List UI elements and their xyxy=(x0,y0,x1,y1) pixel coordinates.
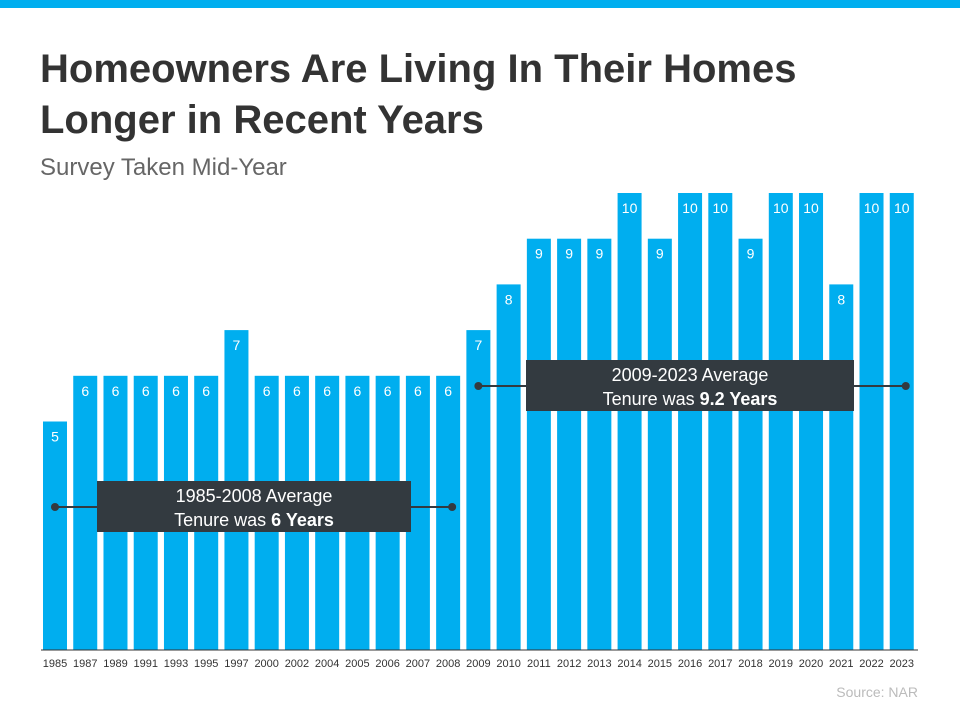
annotation-text-part: Tenure was xyxy=(603,389,695,409)
annotation-box xyxy=(97,481,411,532)
x-tick-label: 2011 xyxy=(527,658,551,670)
bar xyxy=(557,238,582,650)
bar xyxy=(889,193,914,650)
source: Source: NAR xyxy=(836,684,918,700)
x-tick-label: 2000 xyxy=(254,658,278,670)
x-tick-label: 1987 xyxy=(73,658,97,670)
x-tick-label: 2010 xyxy=(496,658,520,670)
bar xyxy=(647,238,672,650)
annotation-text: 2009-2023 Average xyxy=(612,365,769,385)
bar xyxy=(678,193,703,650)
value-label: 9 xyxy=(747,246,755,262)
x-tick-label: 2008 xyxy=(436,658,460,670)
x-tick-label: 1985 xyxy=(43,658,67,670)
x-tick-label: 2007 xyxy=(406,658,430,670)
annotation-text-part: Tenure was xyxy=(174,510,266,530)
value-label: 10 xyxy=(773,200,789,216)
average-dot xyxy=(448,503,457,511)
average-dot xyxy=(901,382,910,390)
annotation-box xyxy=(526,360,854,411)
x-tick-label: 2021 xyxy=(829,658,853,670)
bar xyxy=(466,330,491,650)
bar xyxy=(526,238,551,650)
bar xyxy=(799,193,824,650)
x-tick-label: 1995 xyxy=(194,658,218,670)
annotation-text-bold: 6 Years xyxy=(271,510,334,530)
x-tick-label: 2023 xyxy=(890,658,914,670)
x-tick-label: 2014 xyxy=(617,658,641,670)
bar xyxy=(768,193,793,650)
value-label: 6 xyxy=(354,383,362,399)
value-label: 6 xyxy=(81,383,89,399)
value-label: 10 xyxy=(622,200,638,216)
value-label: 7 xyxy=(233,337,241,353)
bar xyxy=(436,375,461,650)
x-tick-label: 1997 xyxy=(224,658,248,670)
x-tick-label: 2017 xyxy=(708,658,732,670)
x-tick-label: 2022 xyxy=(859,658,883,670)
value-label: 8 xyxy=(837,291,845,307)
bar xyxy=(73,375,98,650)
x-tick-label: 2005 xyxy=(345,658,369,670)
bar xyxy=(617,193,642,650)
top-strip xyxy=(0,0,960,8)
bar xyxy=(496,284,521,650)
annotation-text: Tenure was 6 Years xyxy=(174,510,334,530)
value-label: 9 xyxy=(656,246,664,262)
bar xyxy=(738,238,763,650)
average-dot xyxy=(474,382,483,390)
value-label: 6 xyxy=(172,383,180,399)
x-tick-label: 2012 xyxy=(557,658,581,670)
x-tick-label: 1993 xyxy=(164,658,188,670)
average-dot xyxy=(51,503,59,511)
x-tick-label: 2002 xyxy=(285,658,309,670)
value-label: 9 xyxy=(535,246,543,262)
x-tick-label: 2004 xyxy=(315,658,339,670)
x-tick-label: 2018 xyxy=(738,658,762,670)
value-label: 10 xyxy=(682,200,698,216)
value-label: 6 xyxy=(112,383,120,399)
value-label: 9 xyxy=(595,246,603,262)
value-label: 10 xyxy=(713,200,729,216)
annotation-text: Tenure was 9.2 Years xyxy=(603,389,778,409)
chart-title: Longer in Recent Years xyxy=(40,98,484,142)
x-tick-label: 2020 xyxy=(799,658,823,670)
value-label: 6 xyxy=(323,383,331,399)
value-label: 10 xyxy=(894,200,910,216)
annotation-text: 1985-2008 Average xyxy=(176,486,333,506)
value-label: 5 xyxy=(51,429,59,445)
value-label: 8 xyxy=(505,291,513,307)
bar xyxy=(43,421,67,650)
x-tick-label: 2016 xyxy=(678,658,702,670)
chart-title: Homeowners Are Living In Their Homes xyxy=(40,47,796,91)
value-label: 6 xyxy=(263,383,271,399)
x-tick-label: 1989 xyxy=(103,658,127,670)
x-tick-label: 2013 xyxy=(587,658,611,670)
value-label: 6 xyxy=(202,383,210,399)
annotation-text-bold: 9.2 Years xyxy=(700,389,778,409)
bar xyxy=(829,284,854,650)
chart-subtitle: Survey Taken Mid-Year xyxy=(40,154,287,181)
value-label: 9 xyxy=(565,246,573,262)
x-tick-label: 2019 xyxy=(769,658,793,670)
x-tick-label: 2015 xyxy=(648,658,672,670)
value-label: 6 xyxy=(384,383,392,399)
x-tick-label: 2006 xyxy=(375,658,399,670)
value-label: 10 xyxy=(864,200,880,216)
value-label: 6 xyxy=(293,383,301,399)
x-tick-label: 2009 xyxy=(466,658,490,670)
bar xyxy=(708,193,733,650)
value-label: 6 xyxy=(414,383,422,399)
x-tick-label: 1991 xyxy=(133,658,157,670)
bar xyxy=(587,238,612,650)
value-label: 6 xyxy=(142,383,150,399)
value-label: 6 xyxy=(444,383,452,399)
bar xyxy=(859,193,884,650)
value-label: 10 xyxy=(803,200,819,216)
value-label: 7 xyxy=(474,337,482,353)
